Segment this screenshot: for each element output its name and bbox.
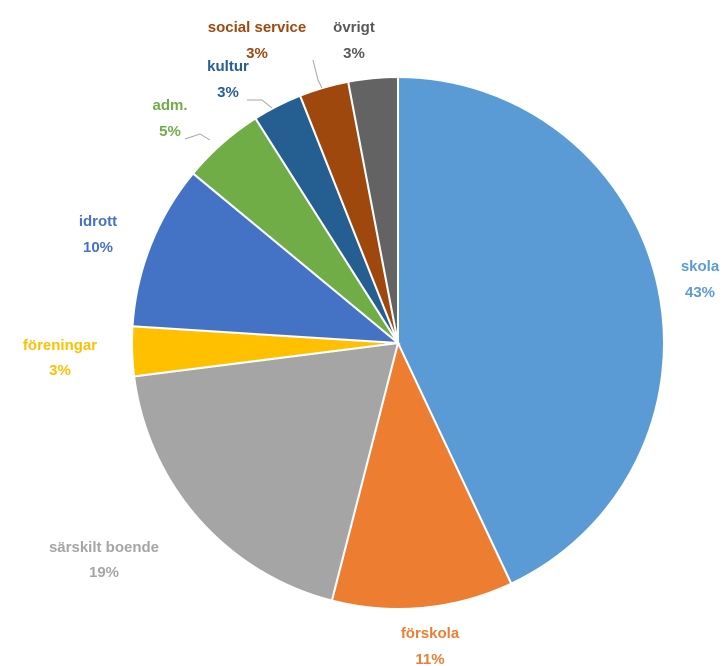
percent-label: 3% xyxy=(246,45,268,62)
category-label: föreningar xyxy=(23,337,97,354)
category-label: adm. xyxy=(152,97,187,114)
pie-slice-sarskilt-boende xyxy=(132,341,400,602)
percent-label: 3% xyxy=(217,84,239,101)
data-label-kultur: kultur 3% xyxy=(207,58,249,101)
category-label: förskola xyxy=(401,625,460,642)
data-labels: skola 43% förskola 11% särskilt boende 19% för… xyxy=(23,19,720,666)
data-label-adm: adm. 5% xyxy=(152,97,187,140)
category-label: skola xyxy=(681,258,720,275)
category-label: övrigt xyxy=(333,19,375,36)
leader-line-kultur xyxy=(247,99,273,109)
data-label-ovrigt: övrigt 3% xyxy=(333,19,375,62)
category-label: särskilt boende xyxy=(49,539,159,556)
data-label-idrott: idrott 10% xyxy=(79,213,117,256)
data-label-sarskilt-boende: särskilt boende 19% xyxy=(49,539,159,581)
data-label-forskola: förskola 11% xyxy=(401,625,460,666)
leader-line-adm xyxy=(184,133,211,141)
data-label-skola: skola 43% xyxy=(681,258,720,301)
leader-lines xyxy=(184,59,323,141)
pie-slices xyxy=(131,75,665,610)
pie-slice-skola xyxy=(397,75,665,586)
pie-slice-idrott xyxy=(131,172,402,345)
category-label: social service xyxy=(208,19,306,36)
percent-label: 11% xyxy=(415,651,444,666)
leader-line-social-service xyxy=(312,59,323,89)
percent-label: 3% xyxy=(343,45,365,62)
category-label: idrott xyxy=(79,213,117,230)
pie-slice-forskola xyxy=(330,340,513,610)
percent-label: 10% xyxy=(83,239,113,256)
percent-label: 5% xyxy=(159,123,181,140)
data-label-foreningar: föreningar 3% xyxy=(23,337,97,379)
percent-label: 43% xyxy=(685,284,715,301)
percent-label: 19% xyxy=(89,564,119,581)
pie-slice-ovrigt xyxy=(346,75,399,344)
data-label-social-service: social service 3% xyxy=(208,19,306,62)
category-label: kultur xyxy=(207,58,249,75)
percent-label: 3% xyxy=(49,362,71,379)
